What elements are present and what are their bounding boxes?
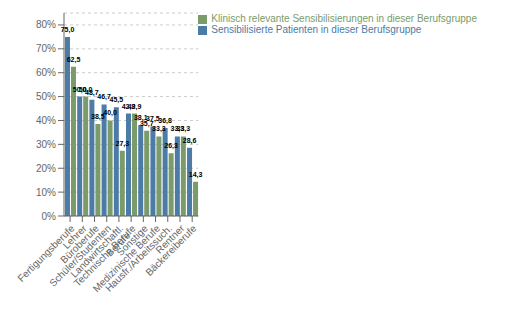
svg-text:26,3: 26,3	[164, 142, 178, 150]
svg-text:28,6: 28,6	[183, 137, 197, 145]
svg-text:Bäckereiberufe: Bäckereiberufe	[143, 222, 199, 278]
svg-text:70%: 70%	[36, 43, 56, 54]
svg-text:Medizinische Berufe: Medizinische Berufe	[91, 222, 163, 294]
svg-text:60%: 60%	[36, 67, 56, 78]
svg-text:33,3: 33,3	[177, 125, 191, 133]
svg-text:75,0: 75,0	[61, 26, 75, 34]
svg-text:0%: 0%	[42, 211, 57, 222]
svg-text:50,0: 50,0	[79, 86, 93, 94]
svg-text:36,8: 36,8	[158, 117, 172, 125]
svg-text:30%: 30%	[36, 139, 56, 150]
svg-text:14,3: 14,3	[189, 171, 203, 179]
svg-text:80%: 80%	[36, 19, 56, 30]
svg-text:33,3: 33,3	[152, 125, 166, 133]
svg-text:27,3: 27,3	[115, 140, 129, 148]
svg-text:62,5: 62,5	[67, 56, 81, 64]
svg-text:10%: 10%	[36, 187, 56, 198]
svg-text:42,9: 42,9	[128, 103, 142, 111]
svg-text:40%: 40%	[36, 115, 56, 126]
svg-text:40,0: 40,0	[103, 109, 117, 117]
svg-text:50%: 50%	[36, 91, 56, 102]
svg-text:20%: 20%	[36, 163, 56, 174]
